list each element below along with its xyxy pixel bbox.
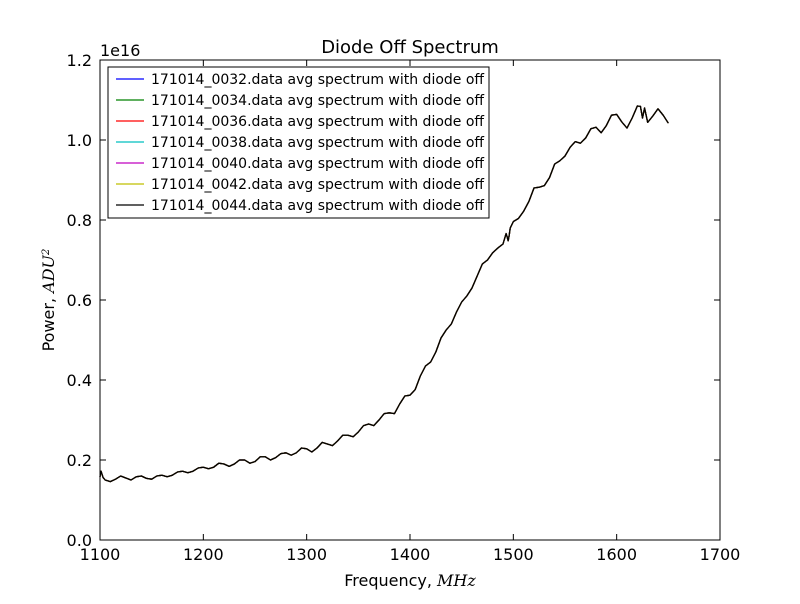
x-tick-label: 1700 [700,545,741,564]
x-tick-label: 1300 [286,545,327,564]
y-tick-label: 0.2 [67,451,92,470]
legend-label: 171014_0038.data avg spectrum with diode… [151,135,484,151]
y-tick-label: 0.4 [67,371,92,390]
legend-label: 171014_0032.data avg spectrum with diode… [151,72,484,88]
legend-label: 171014_0042.data avg spectrum with diode… [151,177,484,193]
y-axis-label: Power, ADU2 [39,249,58,352]
chart-title: Diode Off Spectrum [321,37,499,58]
x-tick-label: 1600 [596,545,637,564]
y-tick-label: 1.2 [67,51,92,70]
y-axis-unit-exp: 2 [41,249,52,256]
legend-box [107,66,490,219]
y-axis-unit: ADU [39,254,58,294]
legend: 171014_0032.data avg spectrum with diode… [107,66,490,219]
legend-label: 171014_0036.data avg spectrum with diode… [151,114,484,130]
x-axis-label: Frequency, MHz [344,571,476,590]
x-tick-label: 1500 [493,545,534,564]
y-tick-label: 0.0 [67,531,92,550]
x-tick-label: 1200 [183,545,224,564]
x-tick-label: 1400 [390,545,431,564]
y-tick-label: 1.0 [67,131,92,150]
legend-label: 171014_0034.data avg spectrum with diode… [151,93,484,109]
series-line-7 [99,105,669,483]
y-tick-label: 0.6 [67,291,92,310]
x-axis-unit: MHz [436,571,476,590]
y-axis-label-text: Power, [39,293,58,352]
legend-label: 171014_0040.data avg spectrum with diode… [151,156,484,172]
series-layer [99,105,669,483]
legend-label: 171014_0044.data avg spectrum with diode… [151,198,484,214]
x-axis-label-text: Frequency, [344,571,437,590]
y-tick-label: 0.8 [67,211,92,230]
x-tick-label: 1100 [80,545,121,564]
ticks-layer: 1100 1200 1300 1400 1500 1600 1700 0.0 0.2 0.4 0.6… [67,51,741,564]
y-offset-label: 1e16 [100,41,140,60]
